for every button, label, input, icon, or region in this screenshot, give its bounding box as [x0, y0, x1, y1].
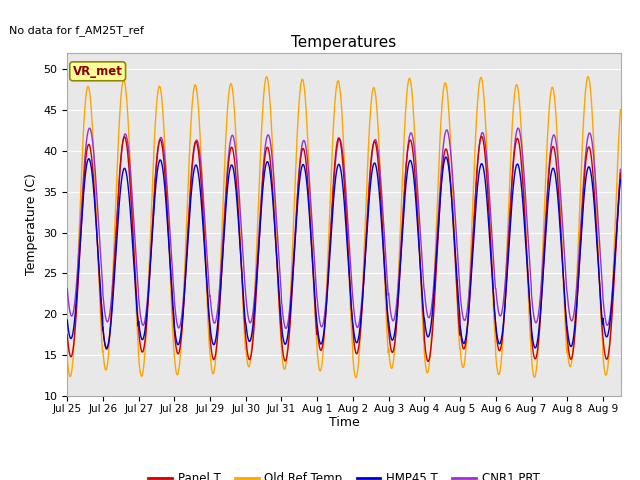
- Title: Temperatures: Temperatures: [291, 35, 397, 50]
- Text: VR_met: VR_met: [73, 65, 123, 78]
- X-axis label: Time: Time: [328, 417, 360, 430]
- Legend: Panel T, Old Ref Temp, HMP45 T, CNR1 PRT: Panel T, Old Ref Temp, HMP45 T, CNR1 PRT: [144, 467, 544, 480]
- Y-axis label: Temperature (C): Temperature (C): [25, 173, 38, 276]
- Text: No data for f_AM25T_ref: No data for f_AM25T_ref: [9, 25, 144, 36]
